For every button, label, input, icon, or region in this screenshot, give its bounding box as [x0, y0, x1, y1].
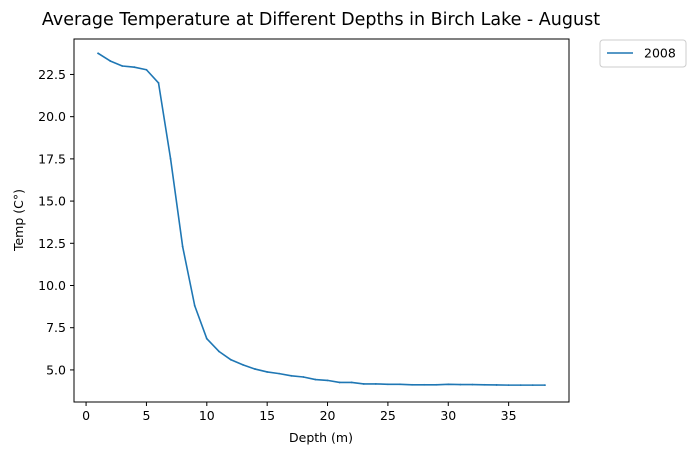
data-point [266, 371, 269, 373]
y-tick-label: 5.0 [46, 362, 66, 377]
legend: 2008 [599, 39, 687, 68]
data-point [423, 383, 426, 386]
data-point [217, 350, 220, 353]
data-point [145, 68, 148, 71]
legend-label-2008: 2008 [644, 46, 676, 61]
data-point [507, 384, 510, 387]
y-tick-label: 17.5 [38, 151, 66, 166]
data-point [242, 363, 244, 366]
data-point [543, 384, 546, 387]
data-point [387, 383, 389, 386]
data-point [519, 384, 522, 387]
plot-frame [73, 38, 570, 403]
data-point [399, 383, 401, 386]
data-point [109, 60, 112, 62]
data-point [97, 52, 100, 55]
x-axis-label: Depth (m) [289, 430, 353, 445]
data-point [302, 376, 305, 378]
y-tick-label: 20.0 [38, 109, 66, 124]
data-point [374, 383, 377, 385]
data-point [290, 374, 293, 377]
data-point [121, 65, 124, 67]
data-point [278, 372, 281, 375]
data-point [459, 383, 462, 386]
x-axis-ticks: 0 5 10 15 20 25 30 35 [82, 402, 517, 423]
data-point [495, 384, 498, 386]
data-point [338, 381, 341, 384]
data-point [447, 383, 450, 386]
x-tick-label: 15 [259, 408, 275, 423]
x-tick-label: 20 [320, 408, 336, 423]
x-tick-label: 10 [199, 408, 215, 423]
x-tick-label: 35 [501, 408, 517, 423]
data-point [314, 378, 317, 381]
y-tick-label: 15.0 [38, 194, 66, 209]
series-line-2008 [97, 52, 546, 386]
data-point [350, 381, 353, 384]
chart-title: Average Temperature at Different Depths … [42, 10, 600, 30]
data-point [254, 368, 256, 370]
y-tick-label: 22.5 [38, 67, 66, 82]
data-point [483, 383, 486, 386]
x-tick-label: 5 [142, 408, 150, 423]
legend-box [599, 39, 687, 68]
plot-area: 0 5 10 15 20 25 30 35 5.0 7.5 10.0 12.5 15.0 17.5 20.… [38, 38, 570, 423]
y-tick-label: 12.5 [38, 236, 66, 251]
x-tick-label: 25 [380, 408, 396, 423]
y-tick-label: 7.5 [46, 320, 66, 335]
y-axis-label: Temp (C°) [11, 189, 26, 252]
data-point [362, 383, 365, 385]
x-tick-label: 30 [440, 408, 456, 423]
data-points [97, 52, 546, 387]
data-point [471, 383, 474, 386]
x-tick-label: 0 [82, 408, 90, 423]
data-point [326, 379, 329, 382]
data-point [435, 383, 438, 386]
data-point [205, 337, 208, 340]
data-point [230, 358, 232, 361]
data-point [193, 304, 196, 307]
data-point [169, 157, 172, 160]
data-point [181, 245, 184, 248]
data-point [411, 383, 413, 386]
y-axis-ticks: 5.0 7.5 10.0 12.5 15.0 17.5 20.0 22.5 [38, 67, 74, 377]
y-tick-label: 10.0 [38, 278, 66, 293]
data-point [531, 384, 534, 387]
data-point [157, 81, 160, 84]
data-point [133, 66, 136, 69]
